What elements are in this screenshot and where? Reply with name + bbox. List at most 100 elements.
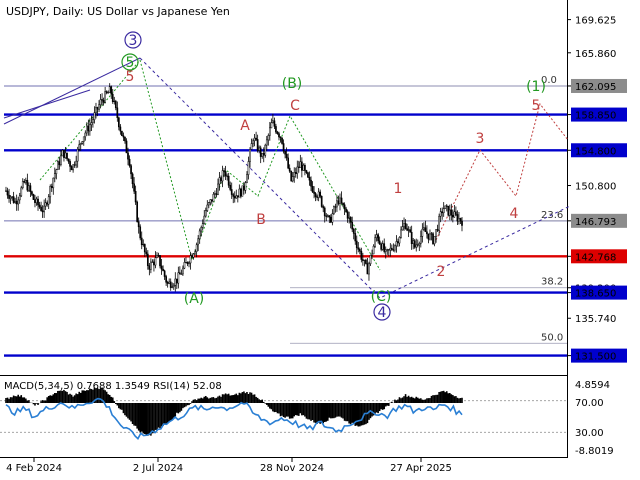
candle-body <box>113 100 116 102</box>
candle-body <box>247 161 250 175</box>
candle-body <box>438 215 440 231</box>
candle-body <box>313 191 315 194</box>
candle-body <box>69 161 71 167</box>
candle-body <box>418 243 421 246</box>
candle-body <box>52 177 55 189</box>
candle-body <box>377 234 379 242</box>
candle-body <box>319 191 322 197</box>
candle-body <box>349 216 352 223</box>
candle-body <box>223 170 225 172</box>
candle-body <box>302 164 305 171</box>
candle-body <box>255 137 257 140</box>
candle-body <box>297 166 300 168</box>
candle-body <box>204 210 207 217</box>
wave-label-B: B <box>256 212 266 228</box>
y-axis-label: 169.625 <box>575 16 616 27</box>
candle-body <box>53 173 56 179</box>
candle-body <box>153 261 155 266</box>
candle-body <box>456 214 459 222</box>
candle-body <box>421 228 424 237</box>
candle-body <box>26 179 29 191</box>
candle-body <box>244 182 247 191</box>
candle-body <box>224 171 227 177</box>
candle-body <box>9 196 12 199</box>
candle-body <box>368 263 370 275</box>
candle-body <box>198 230 201 239</box>
candle-body <box>226 175 228 177</box>
candle-body <box>355 240 358 249</box>
candle-body <box>151 261 154 263</box>
candle-body <box>329 216 332 223</box>
candle-body <box>369 254 372 265</box>
candle-body <box>118 117 120 128</box>
candle-body <box>430 233 433 235</box>
candle-body <box>182 267 184 275</box>
candle-body <box>445 205 448 207</box>
candle-body <box>127 152 129 160</box>
candle-body <box>392 249 395 251</box>
candle-body <box>134 191 137 203</box>
candle-body <box>38 204 41 208</box>
y-tag-label: 131.500 <box>575 352 616 363</box>
x-axis-label: 2 Jul 2024 <box>133 463 183 474</box>
candle-body <box>35 198 38 203</box>
candle-body <box>24 179 27 183</box>
candle-body <box>195 244 198 252</box>
candle-body <box>413 240 416 248</box>
candle-body <box>140 237 143 246</box>
candle-body <box>31 191 33 195</box>
candle-body <box>304 164 306 171</box>
candle-body <box>230 189 233 195</box>
candle-body <box>346 211 349 219</box>
fib-label: 38.2 <box>541 277 563 288</box>
indicator-axis-label: 30.00 <box>575 428 604 439</box>
candle-body <box>143 244 146 253</box>
candle-body <box>180 273 183 275</box>
candle-body <box>166 282 169 284</box>
candle-body <box>258 147 261 151</box>
candle-body <box>308 176 311 181</box>
x-axis-label: 4 Feb 2024 <box>6 463 62 474</box>
candle-body <box>119 126 122 132</box>
candle-body <box>95 107 97 113</box>
candle-body <box>50 185 53 189</box>
candle-body <box>21 181 24 189</box>
candle-body <box>18 195 21 201</box>
wave-label-5: 5 <box>126 69 135 85</box>
channel-line-upper-2 <box>3 89 91 119</box>
candle-body <box>333 206 335 214</box>
candle-body <box>314 193 317 197</box>
candle-body <box>85 125 88 134</box>
candle-body <box>340 197 343 204</box>
candle-body <box>72 164 74 171</box>
candle-body <box>328 215 331 218</box>
candle-body <box>249 149 251 162</box>
candle-body <box>58 161 61 166</box>
candle-body <box>450 209 453 216</box>
wave-label-2: 2 <box>437 264 446 280</box>
candle-body <box>43 205 45 213</box>
candle-body <box>453 211 456 218</box>
candle-body <box>387 249 390 251</box>
candle-body <box>432 233 434 245</box>
candle-body <box>133 183 135 192</box>
candle-body <box>337 200 340 204</box>
candle-body <box>87 125 90 132</box>
candle-body <box>61 150 64 157</box>
candle-body <box>172 285 175 288</box>
candle-body <box>383 243 386 252</box>
candle-body <box>267 135 270 141</box>
candle-body <box>275 126 277 133</box>
y-axis-label: 165.860 <box>575 49 616 60</box>
candle-body <box>121 130 123 136</box>
chart-title: USDJPY, Daily: US Dollar vs Japanese Yen <box>6 5 230 18</box>
candle-body <box>386 249 389 251</box>
y-tag-label: 146.793 <box>575 217 616 228</box>
candle-body <box>441 211 444 214</box>
candle-body <box>406 228 408 231</box>
wave-label-4: 4 <box>378 305 387 321</box>
candle-body <box>5 190 7 192</box>
candle-body <box>276 131 279 134</box>
y-tag <box>571 213 627 228</box>
